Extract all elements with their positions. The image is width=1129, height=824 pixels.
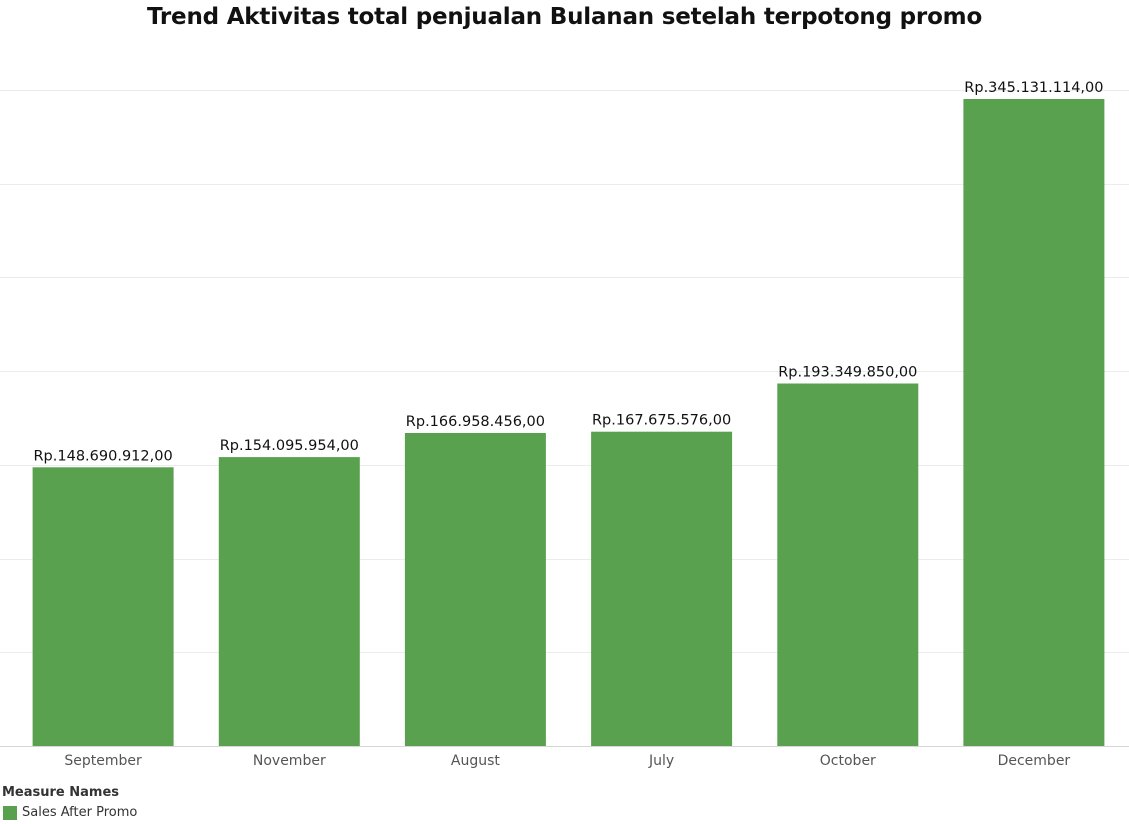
- bar-november: [218, 457, 360, 746]
- x-tick-label: July: [648, 753, 674, 769]
- bar-december: [963, 99, 1105, 746]
- legend-title: Measure Names: [2, 785, 120, 800]
- x-tick-label: October: [820, 753, 876, 769]
- x-tick-label: December: [998, 753, 1071, 769]
- bar-july: [591, 431, 733, 746]
- x-tick-label: September: [64, 753, 142, 769]
- data-label: Rp.154.095.954,00: [220, 438, 359, 454]
- data-label: Rp.166.958.456,00: [406, 414, 545, 430]
- data-label: Rp.167.675.576,00: [592, 413, 731, 429]
- legend-swatch: [3, 805, 17, 820]
- bar-september: [32, 467, 174, 746]
- x-tick-label: November: [253, 753, 326, 769]
- data-label: Rp.193.349.850,00: [778, 365, 917, 381]
- chart-title: Trend Aktivitas total penjualan Bulanan …: [146, 4, 983, 30]
- bar-october: [777, 383, 919, 746]
- x-tick-label: August: [451, 753, 501, 769]
- data-label: Rp.345.131.114,00: [964, 80, 1103, 96]
- legend-item-sales-after-promo[interactable]: Sales After Promo: [3, 805, 137, 820]
- legend-item-label: Sales After Promo: [22, 805, 138, 820]
- bar-chart: Rp.148.690.912,00 September Rp.154.095.954…: [0, 80, 1129, 769]
- bar-august: [404, 433, 546, 746]
- data-label: Rp.148.690.912,00: [33, 448, 172, 464]
